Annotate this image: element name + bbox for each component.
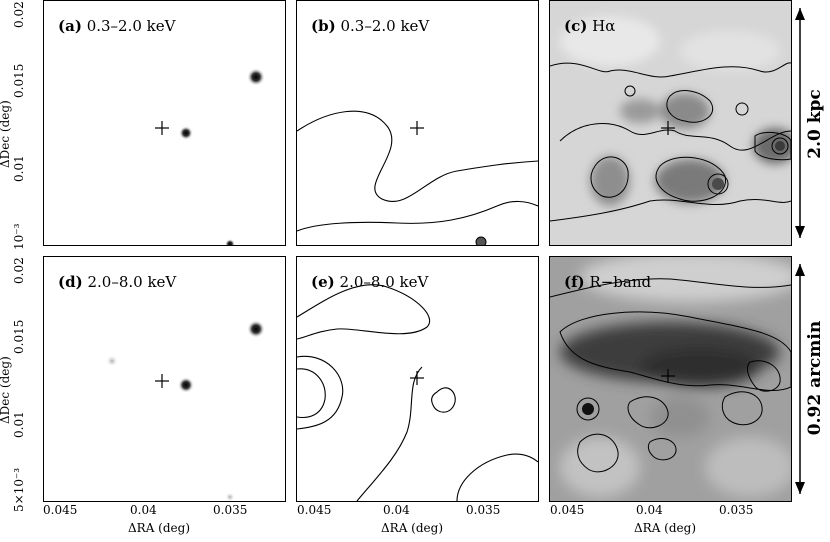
panel-c: (c) Hα xyxy=(549,0,792,246)
xray-source xyxy=(225,239,235,245)
center-cross xyxy=(661,369,675,383)
xlabel-f: ΔRA (deg) xyxy=(634,521,697,535)
ylabel-top: ΔDec (deg) xyxy=(0,100,12,168)
panel-a-label: (a) 0.3–2.0 keV xyxy=(58,17,176,35)
xtick-d-1: 0.04 xyxy=(130,503,157,517)
panel-b-contours xyxy=(297,110,538,245)
ytick-top-2: 0.01 xyxy=(12,155,26,182)
scale-bar-bottom xyxy=(795,264,805,494)
xtick-e-0: 0.045 xyxy=(297,503,332,517)
xray-source xyxy=(247,320,265,338)
scale-label-bottom: 0.92 arcmin xyxy=(805,320,825,436)
center-cross xyxy=(661,121,675,135)
scale-label-top: 2.0 kpc xyxy=(805,89,825,159)
xtick-d-0: 0.045 xyxy=(43,503,78,517)
center-cross xyxy=(155,121,169,135)
ytick-top-3: 10⁻³ xyxy=(12,223,26,250)
xray-source xyxy=(247,68,265,86)
panel-e-contours xyxy=(297,284,538,501)
xray-source xyxy=(179,126,193,140)
panel-f-rband-image xyxy=(550,257,791,501)
panel-f: (f) R−band xyxy=(549,256,792,502)
xray-source xyxy=(225,492,235,501)
panel-c-label: (c) Hα xyxy=(564,17,616,35)
ytick-top-0: 0.02 xyxy=(12,1,26,28)
xtick-f-1: 0.04 xyxy=(636,503,663,517)
ytick-bottom-3: 5×10⁻³ xyxy=(12,467,26,512)
panel-d: (d) 2.0–8.0 keV xyxy=(43,256,286,502)
ytick-bottom-2: 0.01 xyxy=(12,411,26,438)
panel-d-label: (d) 2.0–8.0 keV xyxy=(58,273,177,291)
panel-e-label: (e) 2.0–8.0 keV xyxy=(311,273,429,291)
xtick-e-1: 0.04 xyxy=(383,503,410,517)
center-cross xyxy=(155,374,169,388)
xray-source xyxy=(178,377,194,393)
xtick-f-0: 0.045 xyxy=(550,503,585,517)
xtick-f-2: 0.035 xyxy=(719,503,754,517)
panel-b-label: (b) 0.3–2.0 keV xyxy=(311,17,430,35)
xtick-d-2: 0.035 xyxy=(213,503,248,517)
xlabel-d: ΔRA (deg) xyxy=(128,521,191,535)
ytick-bottom-1: 0.015 xyxy=(12,319,26,354)
panel-c-halpha-image xyxy=(550,1,791,245)
panel-e: (e) 2.0–8.0 keV xyxy=(296,256,539,502)
xtick-e-2: 0.035 xyxy=(466,503,501,517)
panel-b: (b) 0.3–2.0 keV xyxy=(296,0,539,246)
scale-bar-top xyxy=(795,8,805,238)
panel-d-image xyxy=(106,320,265,501)
center-cross xyxy=(410,121,424,135)
panel-a-image xyxy=(155,68,265,245)
center-cross xyxy=(410,371,424,385)
panel-a: (a) 0.3–2.0 keV xyxy=(43,0,286,246)
xlabel-e: ΔRA (deg) xyxy=(381,521,444,535)
panel-f-label: (f) R−band xyxy=(564,273,652,291)
ylabel-bottom: ΔDec (deg) xyxy=(0,356,12,424)
ytick-bottom-0: 0.02 xyxy=(12,257,26,284)
xray-source xyxy=(106,355,118,367)
ytick-top-1: 0.015 xyxy=(12,63,26,98)
